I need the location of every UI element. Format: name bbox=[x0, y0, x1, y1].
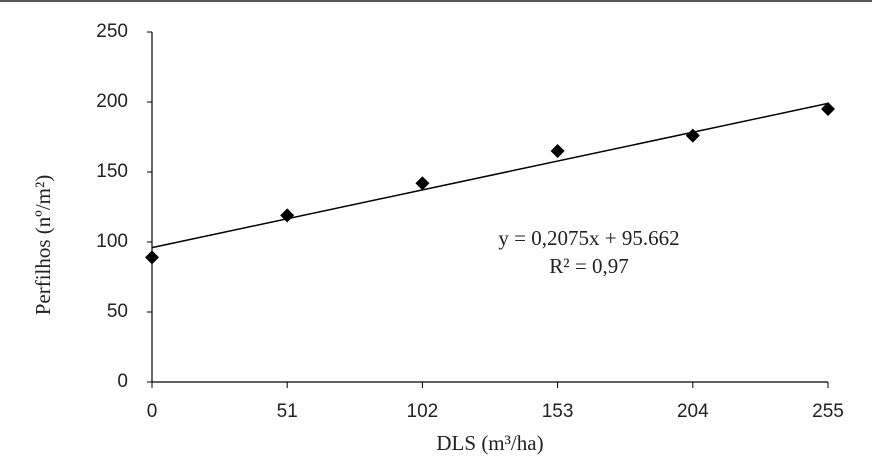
point bbox=[145, 250, 159, 265]
x-tick-label: 0 bbox=[147, 401, 158, 422]
point bbox=[280, 208, 295, 223]
y-axis-title: Perfilhos (nº/m²) bbox=[31, 175, 55, 316]
point bbox=[550, 144, 565, 158]
y-tick-label: 50 bbox=[107, 301, 128, 322]
x-tick-label: 153 bbox=[542, 401, 574, 422]
point bbox=[415, 176, 430, 191]
equation: y = 0,2075x + 95.662 bbox=[498, 226, 679, 250]
x-tick-label: 102 bbox=[407, 401, 439, 422]
y-tick-label: 250 bbox=[96, 21, 128, 42]
y-tick-label: 200 bbox=[96, 91, 128, 112]
trendline bbox=[151, 102, 829, 249]
x-tick-label: 51 bbox=[277, 401, 298, 422]
point bbox=[685, 128, 700, 143]
y-tick-label: 0 bbox=[117, 371, 128, 392]
y-tick-label: 150 bbox=[96, 161, 128, 182]
r-squared: R² = 0,97 bbox=[549, 254, 628, 278]
x-axis-title: DLS (m³/ha) bbox=[436, 431, 543, 455]
y-tick-label: 100 bbox=[96, 231, 128, 252]
point bbox=[821, 102, 835, 116]
x-tick-label: 255 bbox=[812, 401, 844, 422]
x-tick-label: 204 bbox=[677, 401, 709, 422]
